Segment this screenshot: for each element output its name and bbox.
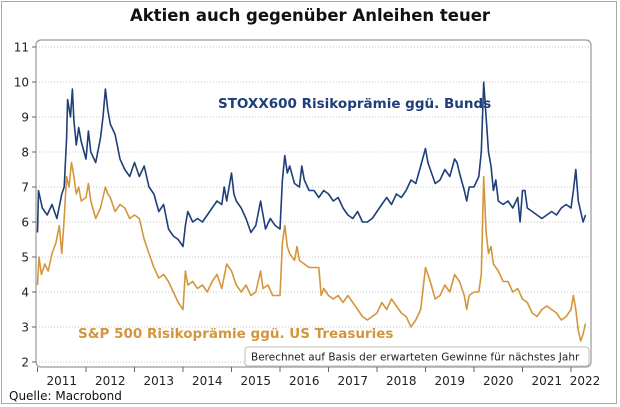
y-tick-label: 6 [21, 216, 29, 230]
note-box: Berechnet auf Basis der erwarteten Gewin… [244, 346, 590, 367]
x-tick-label: 2013 [143, 374, 174, 388]
series-label-sp500: S&P 500 Risikoprämie ggü. US Treasuries [78, 326, 393, 342]
source-label: Quelle: Macrobond [9, 389, 122, 403]
note-text: Berechnet auf Basis der erwarteten Gewin… [251, 352, 580, 364]
chart-title: Aktien auch gegenüber Anleihen teuer [129, 6, 491, 25]
y-tick-label: 4 [21, 286, 29, 300]
x-tick-label: 2014 [192, 374, 223, 388]
y-tick-label: 8 [21, 146, 29, 160]
series-line-sp500 [36, 161, 587, 342]
x-axis: 2011 2012 2013 2014 2015 2016 2017 2018 2019 2020… [37, 367, 601, 388]
y-tick-label: 5 [21, 251, 29, 265]
x-tick-label: 2011 [46, 374, 77, 388]
x-tick-label: 2022 [570, 374, 601, 388]
x-tick-label: 2019 [434, 374, 465, 388]
x-tick-label: 2012 [95, 374, 126, 388]
series-line-stoxx600 [36, 81, 587, 248]
note-box-background [244, 346, 590, 367]
x-tick-label: 2020 [483, 374, 514, 388]
x-tick-label: 2016 [289, 374, 320, 388]
plot-area-border [35, 39, 592, 368]
series-label-stoxx600: STOXX600 Risikoprämie ggü. Bunds [218, 96, 491, 112]
x-tick-label: 2017 [337, 374, 368, 388]
y-tick-label: 10 [14, 76, 29, 90]
y-tick-label: 2 [21, 356, 29, 370]
x-tick-label: 2018 [386, 374, 417, 388]
y-tick-label: 9 [21, 111, 29, 125]
x-tick-label: 2015 [240, 374, 271, 388]
y-tick-label: 3 [21, 321, 29, 335]
series-group [36, 81, 587, 342]
y-tick-label: 7 [21, 181, 29, 195]
y-tick-label: 11 [14, 41, 29, 55]
y-axis: 2 3 4 5 6 7 8 9 10 11 [14, 41, 36, 370]
x-tick-label: 2021 [531, 374, 562, 388]
